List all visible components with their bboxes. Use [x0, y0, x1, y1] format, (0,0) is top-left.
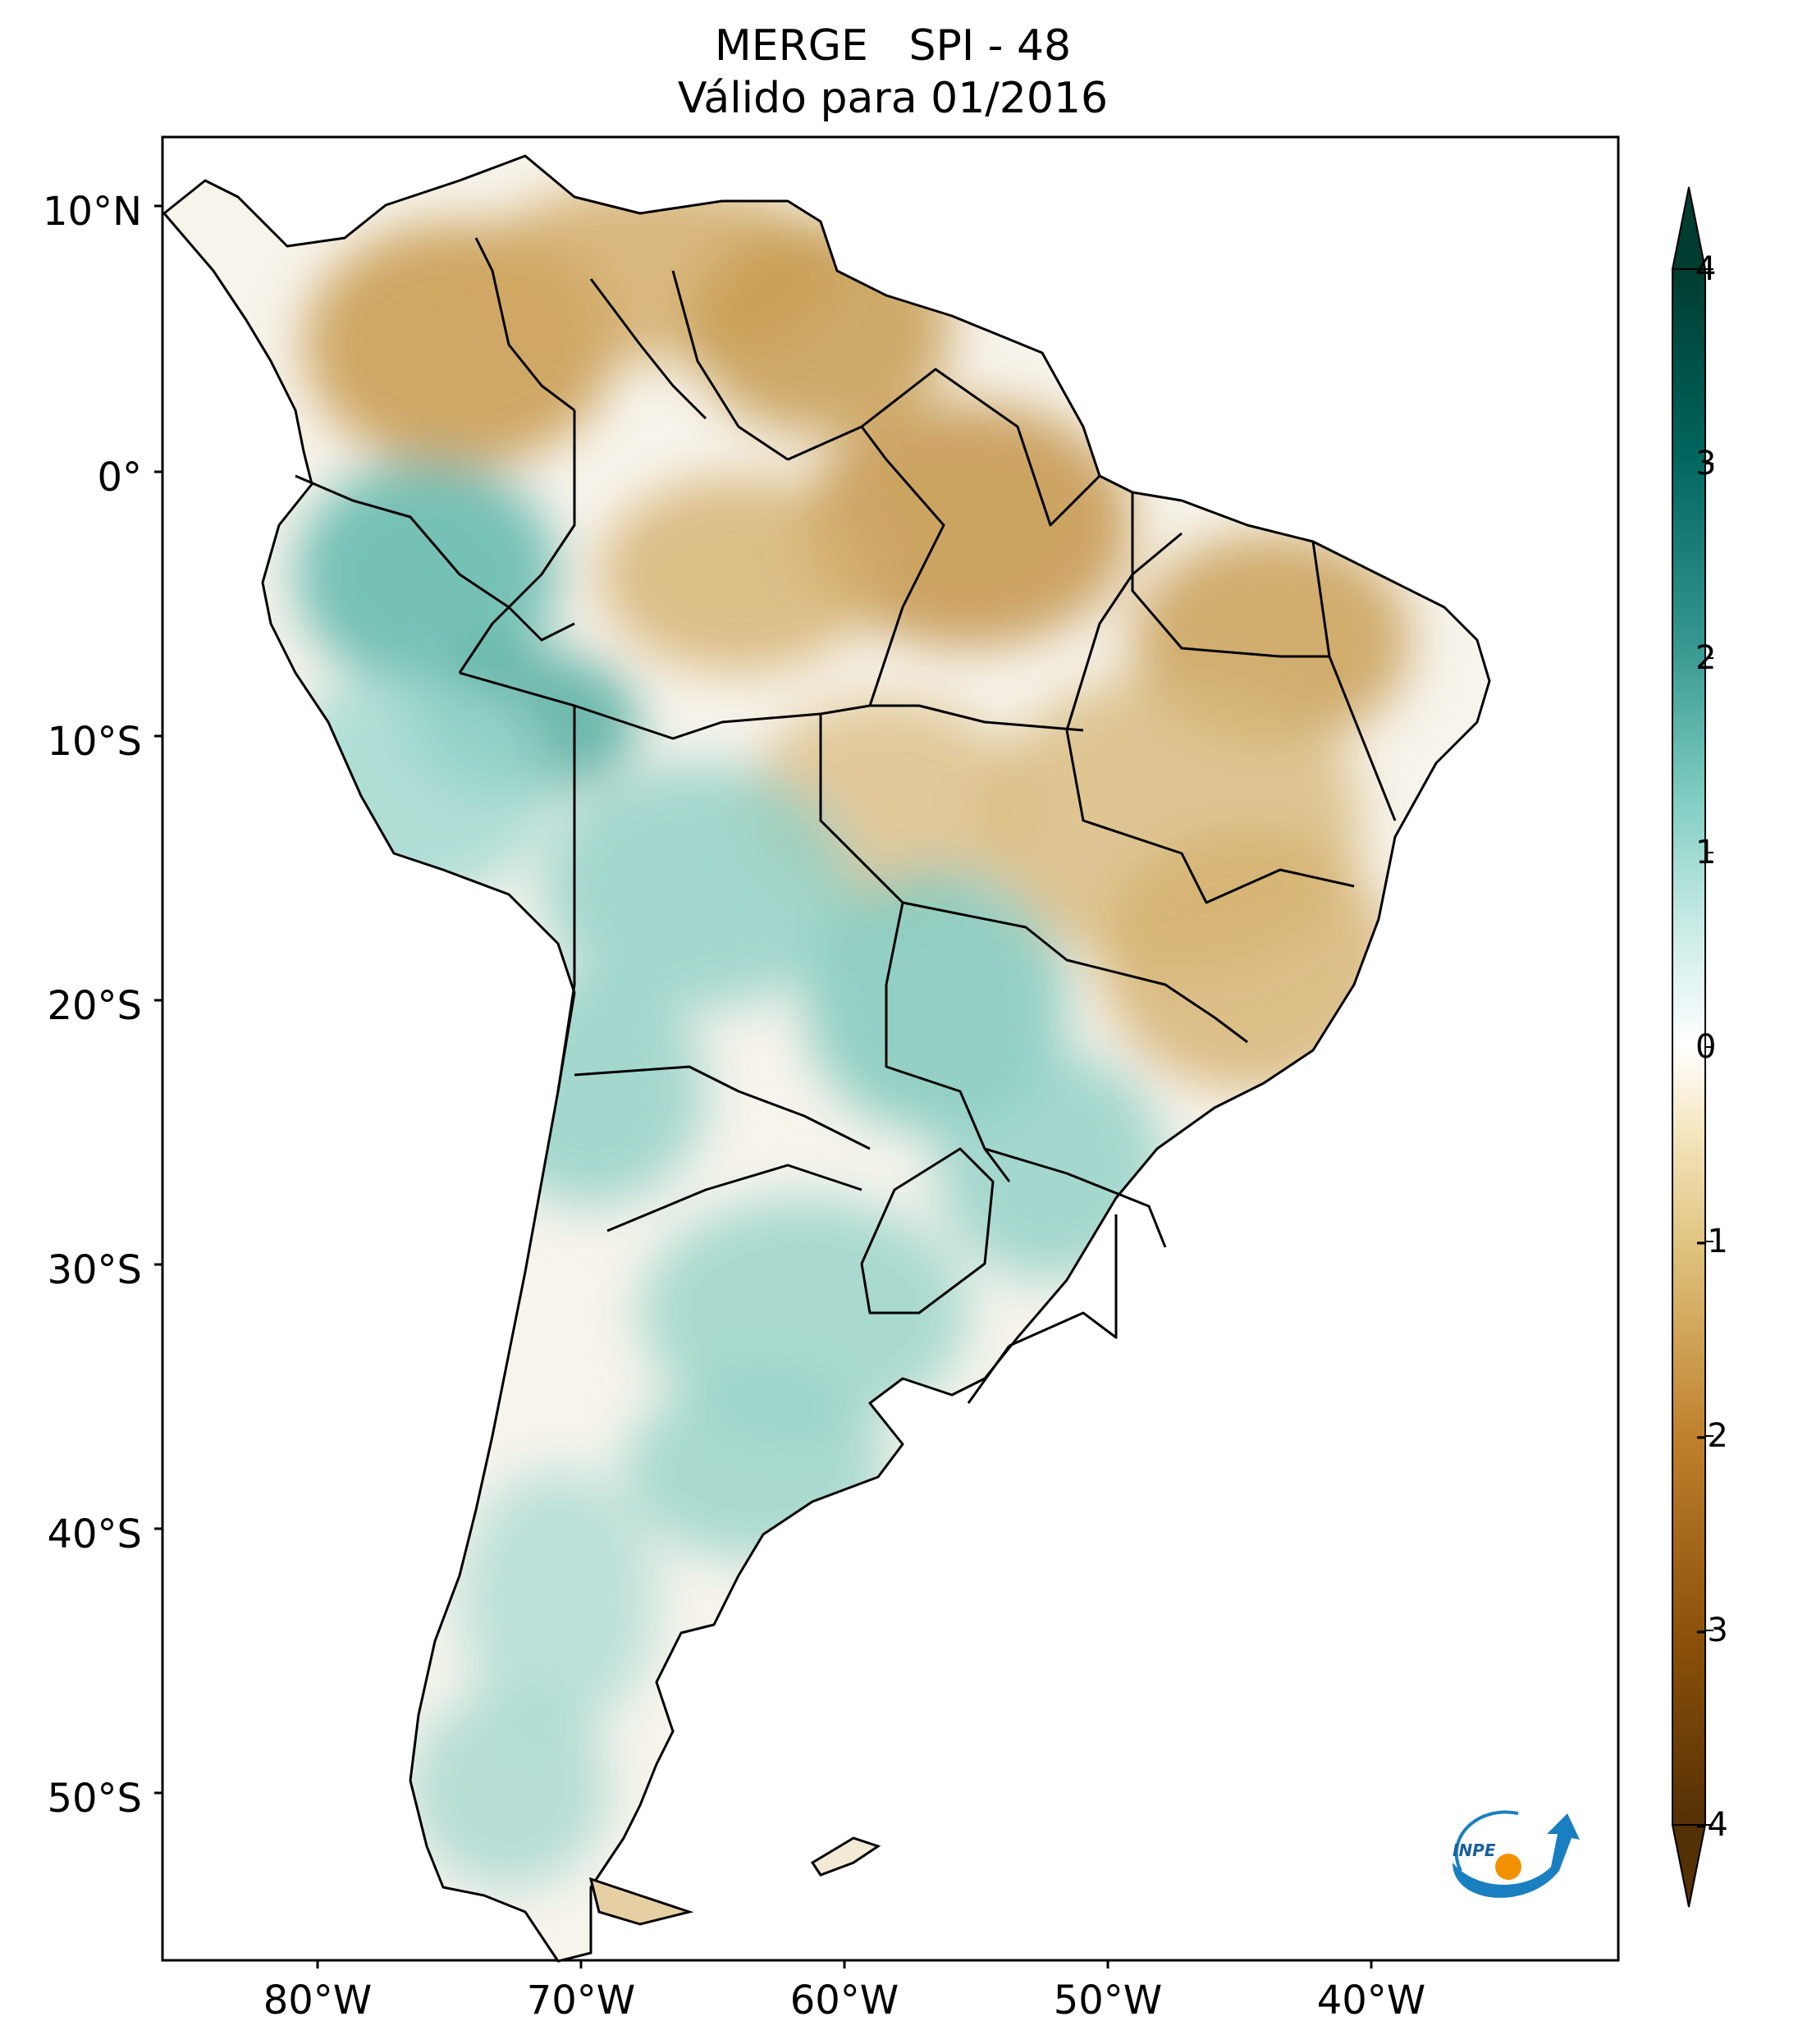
chart-subtitle: Válido para 01/2016 — [677, 74, 1109, 123]
colorbar-tick-1: 1 — [1695, 834, 1717, 871]
colorbar-tick-neg3: -3 — [1695, 1612, 1728, 1649]
tierra-del-fuego — [588, 1877, 694, 1926]
colorbar-tick-4: 4 — [1695, 250, 1717, 288]
lon-label-70w: 70°W — [526, 1978, 636, 2023]
falkland-islands — [810, 1836, 881, 1877]
lon-label-80w: 80°W — [263, 1978, 373, 2023]
colorbar-tick-neg2: -2 — [1695, 1417, 1728, 1455]
lon-label-40w: 40°W — [1316, 1978, 1426, 2023]
lat-label-30s: 30°S — [47, 1247, 142, 1293]
lon-label-60w: 60°W — [789, 1978, 899, 2023]
lat-label-10n: 10°N — [43, 189, 142, 235]
axis-ticks — [154, 204, 1373, 1969]
country-borders — [162, 154, 1491, 1963]
colorbar-tick-3: 3 — [1695, 445, 1717, 482]
colorbar-tick-neg1: -1 — [1695, 1223, 1728, 1260]
lat-label-10s: 10°S — [47, 719, 142, 765]
inpe-logo-text: INPE — [1453, 1841, 1496, 1860]
chart-title: MERGE SPI - 48 — [714, 21, 1072, 71]
lat-label-40s: 40°S — [47, 1511, 142, 1557]
inpe-logo: INPE — [1453, 1810, 1580, 1898]
colorbar — [1671, 186, 1713, 1908]
lat-label-0: 0° — [97, 455, 142, 501]
lat-label-20s: 20°S — [47, 983, 142, 1029]
lon-label-50w: 50°W — [1053, 1978, 1163, 2023]
lat-label-50s: 50°S — [47, 1776, 142, 1822]
colorbar-tick-2: 2 — [1695, 639, 1717, 677]
colorbar-tick-neg4: -4 — [1695, 1806, 1728, 1844]
colorbar-tick-0: 0 — [1695, 1028, 1717, 1066]
